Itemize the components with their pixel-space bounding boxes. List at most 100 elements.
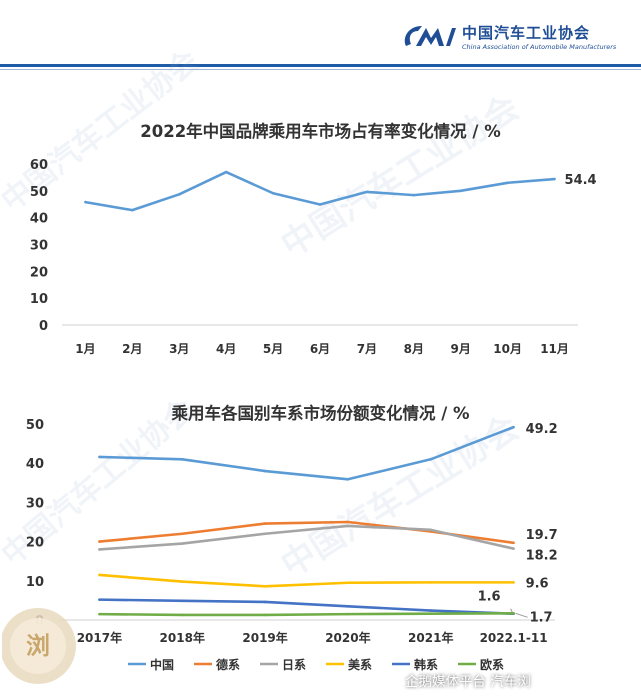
data-point [459,189,463,193]
x-tick-label: 3月 [169,342,189,356]
data-point [263,469,267,473]
x-tick-label: 11月 [540,342,569,356]
data-point [180,542,184,545]
y-tick-label: 50 [26,418,44,433]
x-tick-label: 2021年 [408,630,453,645]
data-point [346,520,350,524]
data-point [365,190,369,194]
data-point [346,612,350,616]
data-point [180,532,184,536]
data-point [512,581,515,584]
data-point [98,573,101,577]
chart2-plot: 010203040502017年2018年2019年2020年2021年2022… [26,418,558,672]
y-tick-label: 10 [26,575,44,590]
watermark-badge: 浏 [2,608,76,684]
end-data-label: 1.6 [478,590,501,605]
org-name-cn: 中国汽车工业协会 [462,24,591,42]
series-line [99,524,514,551]
y-tick-label: 50 [30,185,48,200]
series-line [99,520,514,545]
y-tick-label: 30 [30,239,48,254]
x-tick-label: 2022.1-11 [480,631,548,645]
data-point [271,191,275,195]
series-line [99,573,514,588]
data-label: 54.4 [565,173,597,188]
data-point [263,600,267,604]
end-data-label: 9.6 [526,576,549,591]
data-point [224,170,228,174]
x-tick-label: 6月 [310,342,330,356]
x-tick-label: 2019年 [242,630,287,645]
x-tick-label: 2018年 [160,630,205,645]
series-line [99,598,514,616]
x-tick-label: 5月 [263,342,283,356]
data-point [98,548,101,551]
y-tick-label: 60 [30,158,48,173]
data-point [512,547,515,550]
y-tick-label: 30 [26,496,44,511]
data-point [177,193,181,196]
x-tick-label: 1月 [75,342,95,356]
data-point [180,613,184,617]
data-point [429,612,433,616]
legend-label: 德系 [216,657,240,672]
data-point [346,524,350,528]
header-divider-thin [0,69,641,70]
data-point [180,580,184,583]
chart1-title: 2022年中国品牌乘用车市场占有率变化情况 / % [140,122,501,141]
badge-glyph: 浏 [26,632,50,660]
data-point [98,612,101,616]
org-name-en: China Association of Automobile Manufact… [462,43,617,51]
data-point [346,581,350,585]
data-point [506,181,509,185]
x-tick-label: 2017年 [77,630,122,645]
legend-label: 中国 [150,657,174,672]
data-point [412,193,416,197]
data-point [84,200,87,204]
x-tick-label: 2020年 [325,630,370,645]
legend-label: 韩系 [414,657,438,672]
data-point [180,599,184,603]
x-tick-label: 9月 [451,342,471,356]
series-line [99,612,514,617]
header-divider [0,64,641,67]
data-point [346,477,350,481]
report-header: 中国汽车工业协会 China Association of Automobile… [0,0,641,72]
data-point [553,177,556,181]
data-point [98,455,101,459]
chart1-plot: 0 10 20 30 40 50 60 1月 2月 3月 4月 5月 6月 7月 8月 9月 10月 11月 54.… [30,158,597,356]
end-data-label: 18.2 [526,549,558,564]
y-tick-label: 10 [30,292,48,307]
data-point [263,522,267,525]
data-point [131,208,134,212]
data-point [263,532,267,536]
x-tick-label: 4月 [216,342,236,356]
caam-logo [404,26,456,46]
label-leader-line [510,608,514,613]
end-data-label: 19.7 [526,528,558,543]
x-tick-label: 10月 [493,342,522,356]
legend-label: 日系 [282,657,306,672]
footer-credit: 企鹅媒体平台 汽车浏 [405,674,531,690]
data-point [512,425,515,429]
data-point [318,203,322,206]
data-point [512,541,515,545]
data-point [263,584,267,588]
end-data-label: 1.7 [530,610,553,625]
data-point [429,528,433,532]
x-tick-label: 8月 [404,342,424,356]
data-point [346,604,350,608]
end-data-label: 49.2 [526,422,558,437]
series-line [99,425,515,481]
data-point [512,612,515,615]
data-point [429,609,433,612]
label-leader-line [515,612,528,618]
data-point [263,613,267,617]
y-tick-label: 20 [26,536,44,551]
data-point [429,581,433,584]
y-tick-label: 20 [30,265,48,280]
chart2-title: 乘用车各国别车系市场份额变化情况 / % [171,404,470,423]
y-tick-label: 40 [30,212,48,227]
x-tick-label: 2月 [122,342,142,356]
legend-label: 美系 [348,657,372,672]
